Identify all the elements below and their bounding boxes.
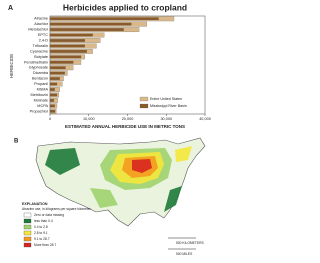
use-area	[175, 146, 192, 162]
bar	[49, 55, 82, 59]
y-tick-label: MCPA	[37, 104, 48, 108]
legend-swatch	[23, 212, 32, 218]
legend-label: 9.1 to 28.7	[34, 237, 50, 241]
y-tick-label: EPTC	[38, 33, 48, 37]
use-areas	[45, 146, 192, 212]
y-tick-label: Butylate	[34, 55, 48, 59]
legend-label: Zero or data missing	[34, 213, 64, 217]
use-area	[132, 159, 152, 173]
explanation-title: EXPLANATION	[22, 202, 48, 206]
bar	[49, 50, 87, 53]
bar	[49, 77, 60, 80]
x-tick-label: 30,000	[160, 117, 172, 121]
use-area	[164, 186, 182, 212]
figure: A Herbicides applied to cropland HERBICI…	[8, 2, 211, 256]
y-tick-label: Cyanazine	[30, 49, 48, 53]
bar	[49, 88, 55, 91]
legend-label: Entire United States	[150, 97, 182, 101]
y-tick-label: 2,4-D	[39, 39, 49, 43]
legend-label: less than 0.4	[34, 219, 53, 223]
bar	[49, 33, 93, 37]
y-tick-label: Bentazon	[32, 77, 48, 81]
bar	[49, 28, 124, 31]
bar	[49, 82, 58, 86]
bar	[49, 71, 65, 75]
y-tick-label: Dicamba	[33, 71, 49, 75]
y-tick-label: Propachlor	[30, 109, 49, 113]
x-tick-label: 0	[49, 117, 51, 121]
use-area	[45, 148, 80, 175]
legend-swatch	[23, 236, 32, 242]
y-tick-label: Atrazine	[34, 17, 48, 21]
bar	[49, 39, 85, 42]
bar	[49, 66, 66, 70]
y-tick-label: Metribuzin	[30, 93, 48, 97]
bar	[49, 60, 74, 64]
y-tick-label: Trifluralin	[33, 44, 48, 48]
chart-title: Herbicides applied to cropland	[63, 2, 187, 12]
map: B EXPLANATION Atrazine use, in kilograms…	[14, 137, 206, 256]
bar	[49, 93, 58, 97]
panel-label: A	[8, 5, 13, 12]
y-tick-label: Propanil	[34, 82, 48, 86]
y-tick-label: Glyphosate	[29, 66, 48, 70]
x-axis-title: ESTIMATED ANNUAL HERBICIDE USE IN METRIC…	[65, 124, 185, 129]
scale-mi: 500 MILES	[176, 252, 193, 256]
explanation-text: Atrazine use, in kilograms per square ki…	[22, 207, 92, 211]
y-tick-label: Pendimethalin	[24, 60, 48, 64]
y-axis-title: HERBICIDE	[9, 54, 14, 79]
bar	[49, 44, 85, 48]
x-tick-label: 20,000	[122, 117, 134, 121]
scale-km: 500 KILOMETERS	[176, 241, 204, 245]
use-area	[90, 188, 118, 208]
x-tick-label: 40,000	[199, 117, 211, 121]
legend-swatch	[23, 224, 32, 230]
legend-label: More than 28.7	[34, 243, 56, 247]
map-panel-label: B	[14, 139, 19, 145]
bar	[49, 17, 159, 21]
legend-label: 0.4 to 2.8	[34, 225, 48, 229]
legend-swatch	[139, 103, 149, 109]
legend-swatch	[139, 96, 149, 102]
legend-label: 2.8 to 9.1	[34, 231, 48, 235]
x-tick-label: 10,000	[83, 117, 95, 121]
bar	[49, 109, 56, 113]
y-tick-label: MSMA	[37, 88, 49, 92]
bar	[49, 104, 55, 108]
legend-label: Mississippi River Basin	[150, 104, 187, 108]
legend-swatch	[23, 218, 32, 224]
legend-swatch	[23, 242, 32, 248]
bar	[49, 22, 132, 26]
bar	[49, 99, 54, 102]
y-tick-label: Metolachlor	[28, 28, 48, 32]
y-tick-label: Molinate	[34, 98, 48, 102]
legend-swatch	[23, 230, 32, 236]
y-tick-label: Alachlor	[34, 22, 48, 26]
